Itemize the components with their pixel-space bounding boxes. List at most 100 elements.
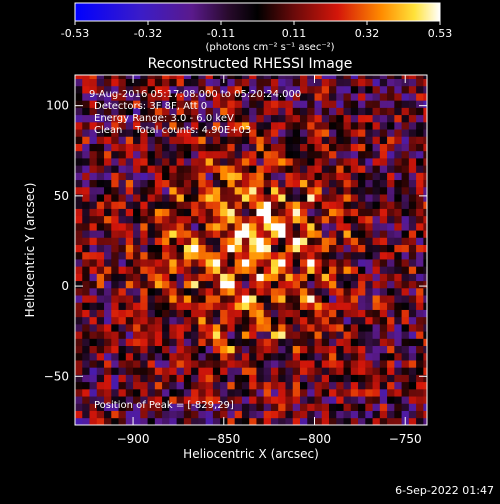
heatmap-cell [220,186,228,195]
heatmap-cell [176,75,185,80]
heatmap-cell [350,403,359,411]
heatmap-cell [408,121,417,130]
heatmap-cell [292,417,301,426]
heatmap-cell [198,338,207,347]
heatmap-cell [198,410,207,419]
heatmap-cell [147,85,156,94]
heatmap-cell [75,215,83,224]
heatmap-cell [205,244,214,253]
heatmap-cell [401,251,410,260]
heatmap-cell [358,75,366,80]
heatmap-cell [118,259,127,267]
heatmap-cell [307,323,315,332]
heatmap-cell [176,280,185,289]
heatmap-cell [401,280,410,289]
annotation-peak-position: Position of Peak = [-829,29] [94,400,234,411]
heatmap-cell [140,259,148,267]
heatmap-cell [191,338,199,347]
heatmap-cell [365,360,373,368]
heatmap-cell [133,215,141,224]
heatmap-cell [198,323,207,332]
heatmap-cell [154,114,163,123]
heatmap-cell [140,186,148,195]
heatmap-cell [183,338,192,347]
heatmap-cell [314,244,323,253]
heatmap-cell [227,201,236,209]
heatmap-cell [125,100,134,108]
heatmap-cell [365,85,373,94]
heatmap-cell [89,75,98,80]
heatmap-cell [75,352,83,361]
heatmap-cell [104,259,112,267]
heatmap-cell [350,172,359,181]
heatmap-cell [212,323,221,332]
heatmap-cell [423,302,428,310]
heatmap-cell [198,78,207,87]
heatmap-cell [249,338,257,347]
heatmap-cell [314,186,323,195]
heatmap-cell [75,396,83,404]
heatmap-cell [125,201,134,209]
heatmap-cell [82,208,90,217]
heatmap-cell [278,302,286,310]
heatmap-cell [227,280,236,289]
heatmap-cell [285,78,294,87]
heatmap-cell [75,222,83,231]
heatmap-cell [82,417,90,426]
heatmap-cell [270,381,279,390]
heatmap-cell [169,85,178,94]
heatmap-cell [96,266,105,274]
heatmap-cell [147,266,156,274]
heatmap-cell [343,107,352,116]
heatmap-cell [234,93,243,101]
heatmap-cell [278,280,286,289]
heatmap-cell [256,165,265,173]
heatmap-cell [191,287,199,296]
heatmap-cell [365,367,373,375]
heatmap-cell [249,129,257,137]
heatmap-cell [249,259,257,267]
heatmap-cell [82,150,90,159]
heatmap-cell [285,114,294,123]
heatmap-cell [307,129,315,137]
heatmap-cell [423,230,428,238]
heatmap-cell [147,186,156,195]
heatmap-cell [176,309,185,318]
heatmap-cell [227,179,236,188]
heatmap-cell [307,302,315,310]
heatmap-cell [162,381,170,390]
heatmap-cell [241,360,250,368]
heatmap-cell [408,179,417,188]
heatmap-cell [387,323,395,332]
heatmap-cell [162,244,170,253]
heatmap-cell [263,266,272,274]
heatmap-cell [387,280,395,289]
heatmap-cell [111,259,119,267]
heatmap-cell [379,194,388,202]
heatmap-cell [154,201,163,209]
heatmap-cell [82,367,90,375]
heatmap-cell [278,230,286,238]
heatmap-cell [307,280,315,289]
heatmap-cell [212,259,221,267]
heatmap-cell [423,157,428,166]
heatmap-cell [241,114,250,123]
heatmap-cell [220,150,228,159]
heatmap-cell [89,331,98,339]
heatmap-cell [234,381,243,390]
heatmap-cell [234,150,243,159]
heatmap-cell [256,114,265,123]
heatmap-cell [394,345,402,354]
heatmap-cell [89,215,98,224]
heatmap-cell [299,100,308,108]
heatmap-cell [336,121,344,130]
heatmap-cell [89,381,98,390]
heatmap-cell [162,208,170,217]
heatmap-cell [379,367,388,375]
heatmap-cell [416,396,424,404]
heatmap-cell [343,280,352,289]
heatmap-cell [111,114,119,123]
heatmap-cell [372,388,381,397]
heatmap-cell [387,410,395,419]
heatmap-cell [372,280,381,289]
